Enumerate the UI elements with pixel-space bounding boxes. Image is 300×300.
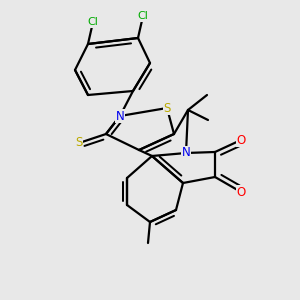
Text: N: N (182, 146, 190, 160)
Text: O: O (236, 134, 246, 146)
Text: N: N (116, 110, 124, 122)
Text: Cl: Cl (138, 11, 148, 21)
Text: Cl: Cl (88, 17, 98, 27)
Text: O: O (236, 185, 246, 199)
Text: S: S (75, 136, 83, 149)
Text: S: S (163, 101, 171, 115)
